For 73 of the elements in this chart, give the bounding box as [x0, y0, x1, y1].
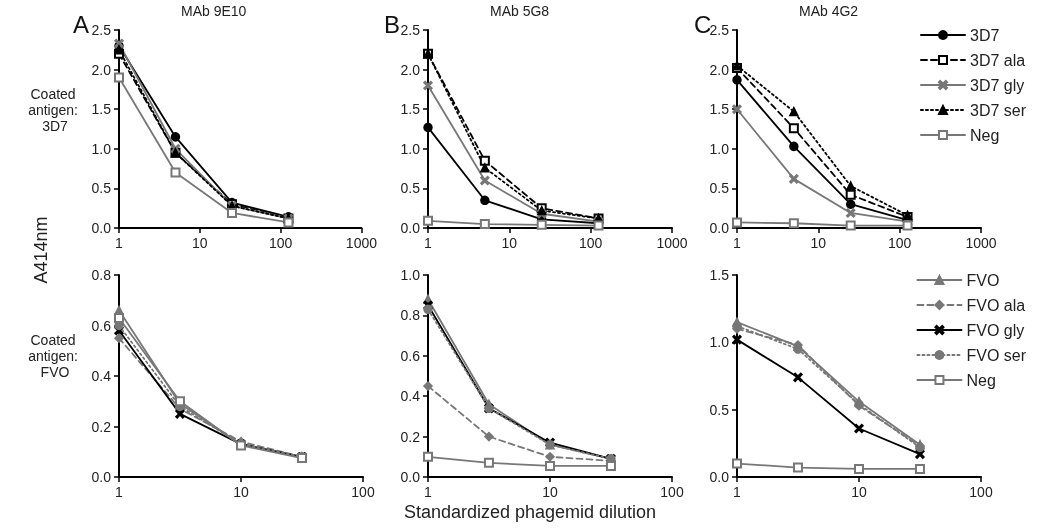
legend-label: Neg	[966, 371, 996, 389]
y-tick-label: 0.0	[91, 220, 112, 236]
text: B	[384, 10, 401, 38]
chart-title: MAb 5G8	[490, 3, 550, 19]
x-tick-label: 1000	[345, 235, 378, 251]
text: Coated antigen: 3D7	[28, 86, 82, 134]
x-tick-label: 10	[501, 235, 518, 251]
y-tick-label: 2.0	[91, 61, 112, 78]
y-tick-label: 1.0	[400, 267, 421, 283]
y-tick-label: 1.5	[91, 101, 112, 118]
chart-title: MAb 4G2	[799, 3, 859, 19]
text: A	[73, 10, 90, 38]
x-tick-label: 1	[115, 235, 124, 251]
x-tick-label: 10	[542, 484, 558, 500]
y-tick-label: 2.5	[400, 22, 421, 38]
x-tick-label: 1	[733, 235, 742, 251]
legend-label: FVO ser	[966, 346, 1027, 364]
x-tick-label: 1	[424, 235, 433, 251]
x-tick-label: 1000	[965, 235, 997, 251]
legend-label: FVO ala	[966, 296, 1026, 314]
y-tick-label: 1.5	[400, 101, 421, 118]
x-tick-label: 100	[351, 484, 375, 500]
y-tick-label: 0.0	[91, 469, 112, 485]
y-tick-label: 0.6	[91, 317, 112, 334]
x-axis-title: Standardized phagemid dilution	[403, 502, 657, 522]
y-tick-label: 1.0	[400, 140, 421, 157]
x-tick-label: 1	[115, 484, 124, 500]
legend-label: 3D7 ala	[969, 51, 1026, 69]
y-tick-label: 1.5	[709, 267, 730, 283]
y-tick-label: 1.0	[709, 140, 730, 157]
y-tick-label: 2.0	[400, 61, 421, 78]
y-tick-label: 0.8	[400, 307, 421, 324]
x-tick-label: 100	[578, 235, 603, 251]
legend-label: 3D7 ser	[969, 101, 1027, 119]
x-tick-label: 100	[887, 235, 912, 251]
y-tick-label: 0.5	[400, 180, 421, 197]
text: Coated antigen: FVO	[28, 331, 82, 380]
y-tick-label: 0.0	[709, 220, 730, 236]
chart-title: MAb 9E10	[181, 3, 247, 19]
x-tick-label: 100	[660, 484, 684, 500]
y-tick-label: 0.0	[400, 469, 421, 485]
y-tick-label: 0.0	[400, 220, 421, 236]
y-tick-label: 0.0	[709, 469, 730, 485]
legend-label: FVO gly	[966, 321, 1025, 339]
legend-label: FVO	[966, 271, 1000, 289]
y-tick-label: 2.5	[91, 22, 112, 38]
x-tick-label: 1	[424, 484, 433, 500]
y-tick-label: 0.5	[709, 401, 730, 418]
y-tick-label: 0.4	[400, 388, 421, 405]
x-tick-label: 100	[969, 484, 993, 500]
y-tick-label: 1.0	[91, 140, 112, 157]
y-tick-label: 1.0	[709, 334, 730, 351]
y-tick-label: 0.2	[400, 428, 421, 445]
legend-label: 3D7	[969, 26, 1000, 44]
x-tick-label: 1000	[656, 235, 688, 251]
legend-label: 3D7 gly	[969, 76, 1025, 94]
y-tick-label: 2.5	[709, 22, 730, 38]
x-tick-label: 10	[810, 235, 827, 251]
x-tick-label: 1	[733, 484, 742, 500]
x-tick-label: 10	[233, 484, 249, 500]
x-tick-label: 10	[851, 484, 867, 500]
y-tick-label: 0.5	[709, 180, 730, 197]
y-tick-label: 0.4	[91, 368, 112, 384]
y-tick-label: 0.5	[91, 180, 112, 197]
x-tick-label: 10	[192, 235, 208, 251]
y-tick-label: 2.0	[709, 61, 730, 78]
y-tick-label: 0.2	[91, 418, 112, 435]
y-tick-label: 1.5	[709, 101, 730, 118]
x-tick-label: 100	[268, 235, 293, 251]
y-axis-title: A414nm	[31, 216, 51, 284]
y-tick-label: 0.6	[400, 347, 421, 364]
y-tick-label: 0.8	[91, 267, 112, 283]
legend-label: Neg	[969, 126, 1000, 144]
